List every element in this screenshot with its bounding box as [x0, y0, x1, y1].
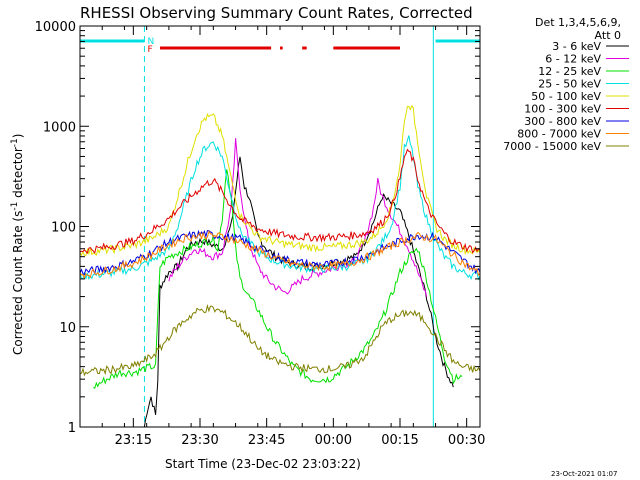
flare-label: F: [147, 45, 152, 55]
x-tick-label: 23:15: [115, 433, 152, 448]
legend-label: 7000 - 15000 keV: [503, 140, 601, 153]
footer-date: 23-Oct-2021 01:07: [551, 470, 617, 478]
series-line: [168, 138, 428, 297]
curves-layer: [79, 104, 481, 428]
y-tick-label: 10: [59, 321, 76, 336]
state-bars: NF: [80, 37, 480, 55]
x-tick-label: 00:00: [315, 433, 352, 448]
x-axis-label: Start Time (23-Dec-02 23:03:22): [165, 457, 361, 471]
y-tick-label: 10000: [35, 20, 76, 35]
y-tick-label: 100: [51, 221, 76, 236]
x-tick-label: 23:30: [181, 433, 218, 448]
legend-label: 100 - 300 keV: [524, 103, 601, 116]
series-line: [79, 104, 481, 257]
y-tick-label: 1: [68, 421, 76, 436]
x-tick-label: 00:30: [448, 433, 485, 448]
legend-label: 3 - 6 keV: [552, 40, 601, 53]
series-line: [93, 169, 463, 389]
legend-label: 800 - 7000 keV: [517, 128, 601, 141]
legend-label: 300 - 800 keV: [524, 115, 601, 128]
series-line: [79, 230, 481, 280]
svg-text:Corrected Count Rate (s-1 dete: Corrected Count Rate (s-1 detector-1): [10, 134, 25, 355]
legend-header-line1: Det 1,3,4,5,6,9,: [535, 16, 621, 29]
chart-title: RHESSI Observing Summary Count Rates, Co…: [80, 4, 473, 22]
legend-header-line2: Att 0: [595, 29, 621, 42]
y-axis-label: Corrected Count Rate (s-1 detector-1): [10, 134, 25, 355]
legend-label: 25 - 50 keV: [538, 78, 601, 91]
legend-label: 50 - 100 keV: [531, 90, 601, 103]
x-tick-label: 23:45: [248, 433, 285, 448]
night-label: N: [147, 37, 154, 47]
legend-label: 6 - 12 keV: [545, 53, 601, 66]
series-line: [79, 148, 481, 255]
series-line: [79, 303, 481, 377]
y-tick-label: 1000: [43, 120, 76, 135]
x-tick-label: 00:15: [381, 433, 418, 448]
axis-layer: 1 10 100 1000 10000 23:15 23:30 23:45 00:00 00:15…: [35, 20, 486, 448]
legend-label: 12 - 25 keV: [538, 65, 601, 78]
